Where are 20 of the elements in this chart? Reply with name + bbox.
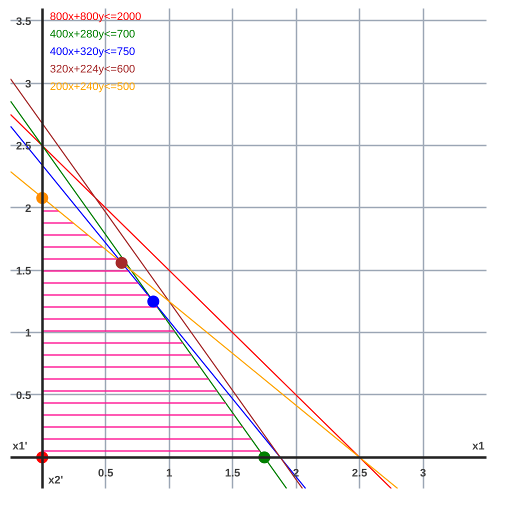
x-axis-title: x1 <box>472 440 485 452</box>
x-tick-label: 3 <box>420 467 426 480</box>
x-tick-label: 2.5 <box>352 467 368 480</box>
x-tick-label: 1.5 <box>224 467 240 480</box>
x-tick-label: 0.5 <box>98 467 114 480</box>
y-tick-label: 3.5 <box>16 16 32 28</box>
x-tick-label: 1 <box>166 467 172 480</box>
y-tick-label: 1.5 <box>16 265 32 278</box>
text: 400x+320y<=750 <box>50 46 136 58</box>
y-tick-label: 2 <box>25 202 32 215</box>
y-tick-label: 3 <box>25 78 32 90</box>
y-axis-title: x2' <box>48 474 64 486</box>
text: 200x+240y<=500 <box>50 80 136 93</box>
text: 400x+280y<=700 <box>50 28 136 40</box>
x-tick-label: 2 <box>293 467 300 480</box>
text: 320x+224y<=600 <box>50 63 136 76</box>
y-tick-label: 0.5 <box>16 390 32 402</box>
annotation: x1' <box>12 440 28 452</box>
y-tick-label: 1 <box>25 328 32 340</box>
text: 800x+800y<=2000 <box>50 10 142 23</box>
